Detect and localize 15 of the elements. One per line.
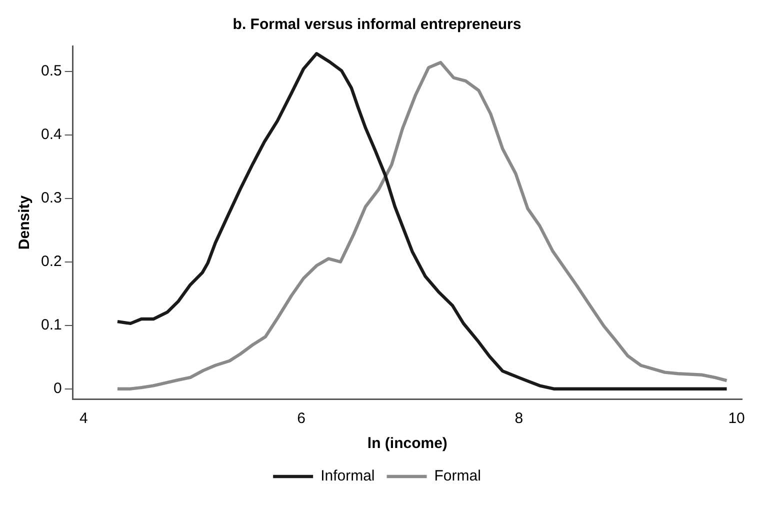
x-tick-label: 10 bbox=[728, 410, 745, 428]
y-axis-title: Density bbox=[16, 194, 34, 250]
y-tick-label: 0.4 bbox=[40, 126, 62, 144]
y-tick-label: 0.1 bbox=[40, 316, 62, 334]
x-axis-title: ln (income) bbox=[367, 435, 448, 452]
y-tick-label: 0.5 bbox=[40, 62, 62, 80]
legend-label: Informal bbox=[320, 468, 375, 485]
x-tick-label: 8 bbox=[514, 410, 524, 428]
y-tick-label: 0.3 bbox=[40, 190, 62, 207]
legend-label: Formal bbox=[434, 468, 481, 485]
chart-title: b. Formal versus informal entrepreneurs bbox=[232, 16, 522, 34]
y-tick-label: 0.2 bbox=[40, 253, 62, 270]
x-tick-label: 4 bbox=[80, 410, 88, 428]
y-tick-label: 0 bbox=[54, 380, 62, 397]
x-tick-label: 6 bbox=[297, 410, 306, 428]
